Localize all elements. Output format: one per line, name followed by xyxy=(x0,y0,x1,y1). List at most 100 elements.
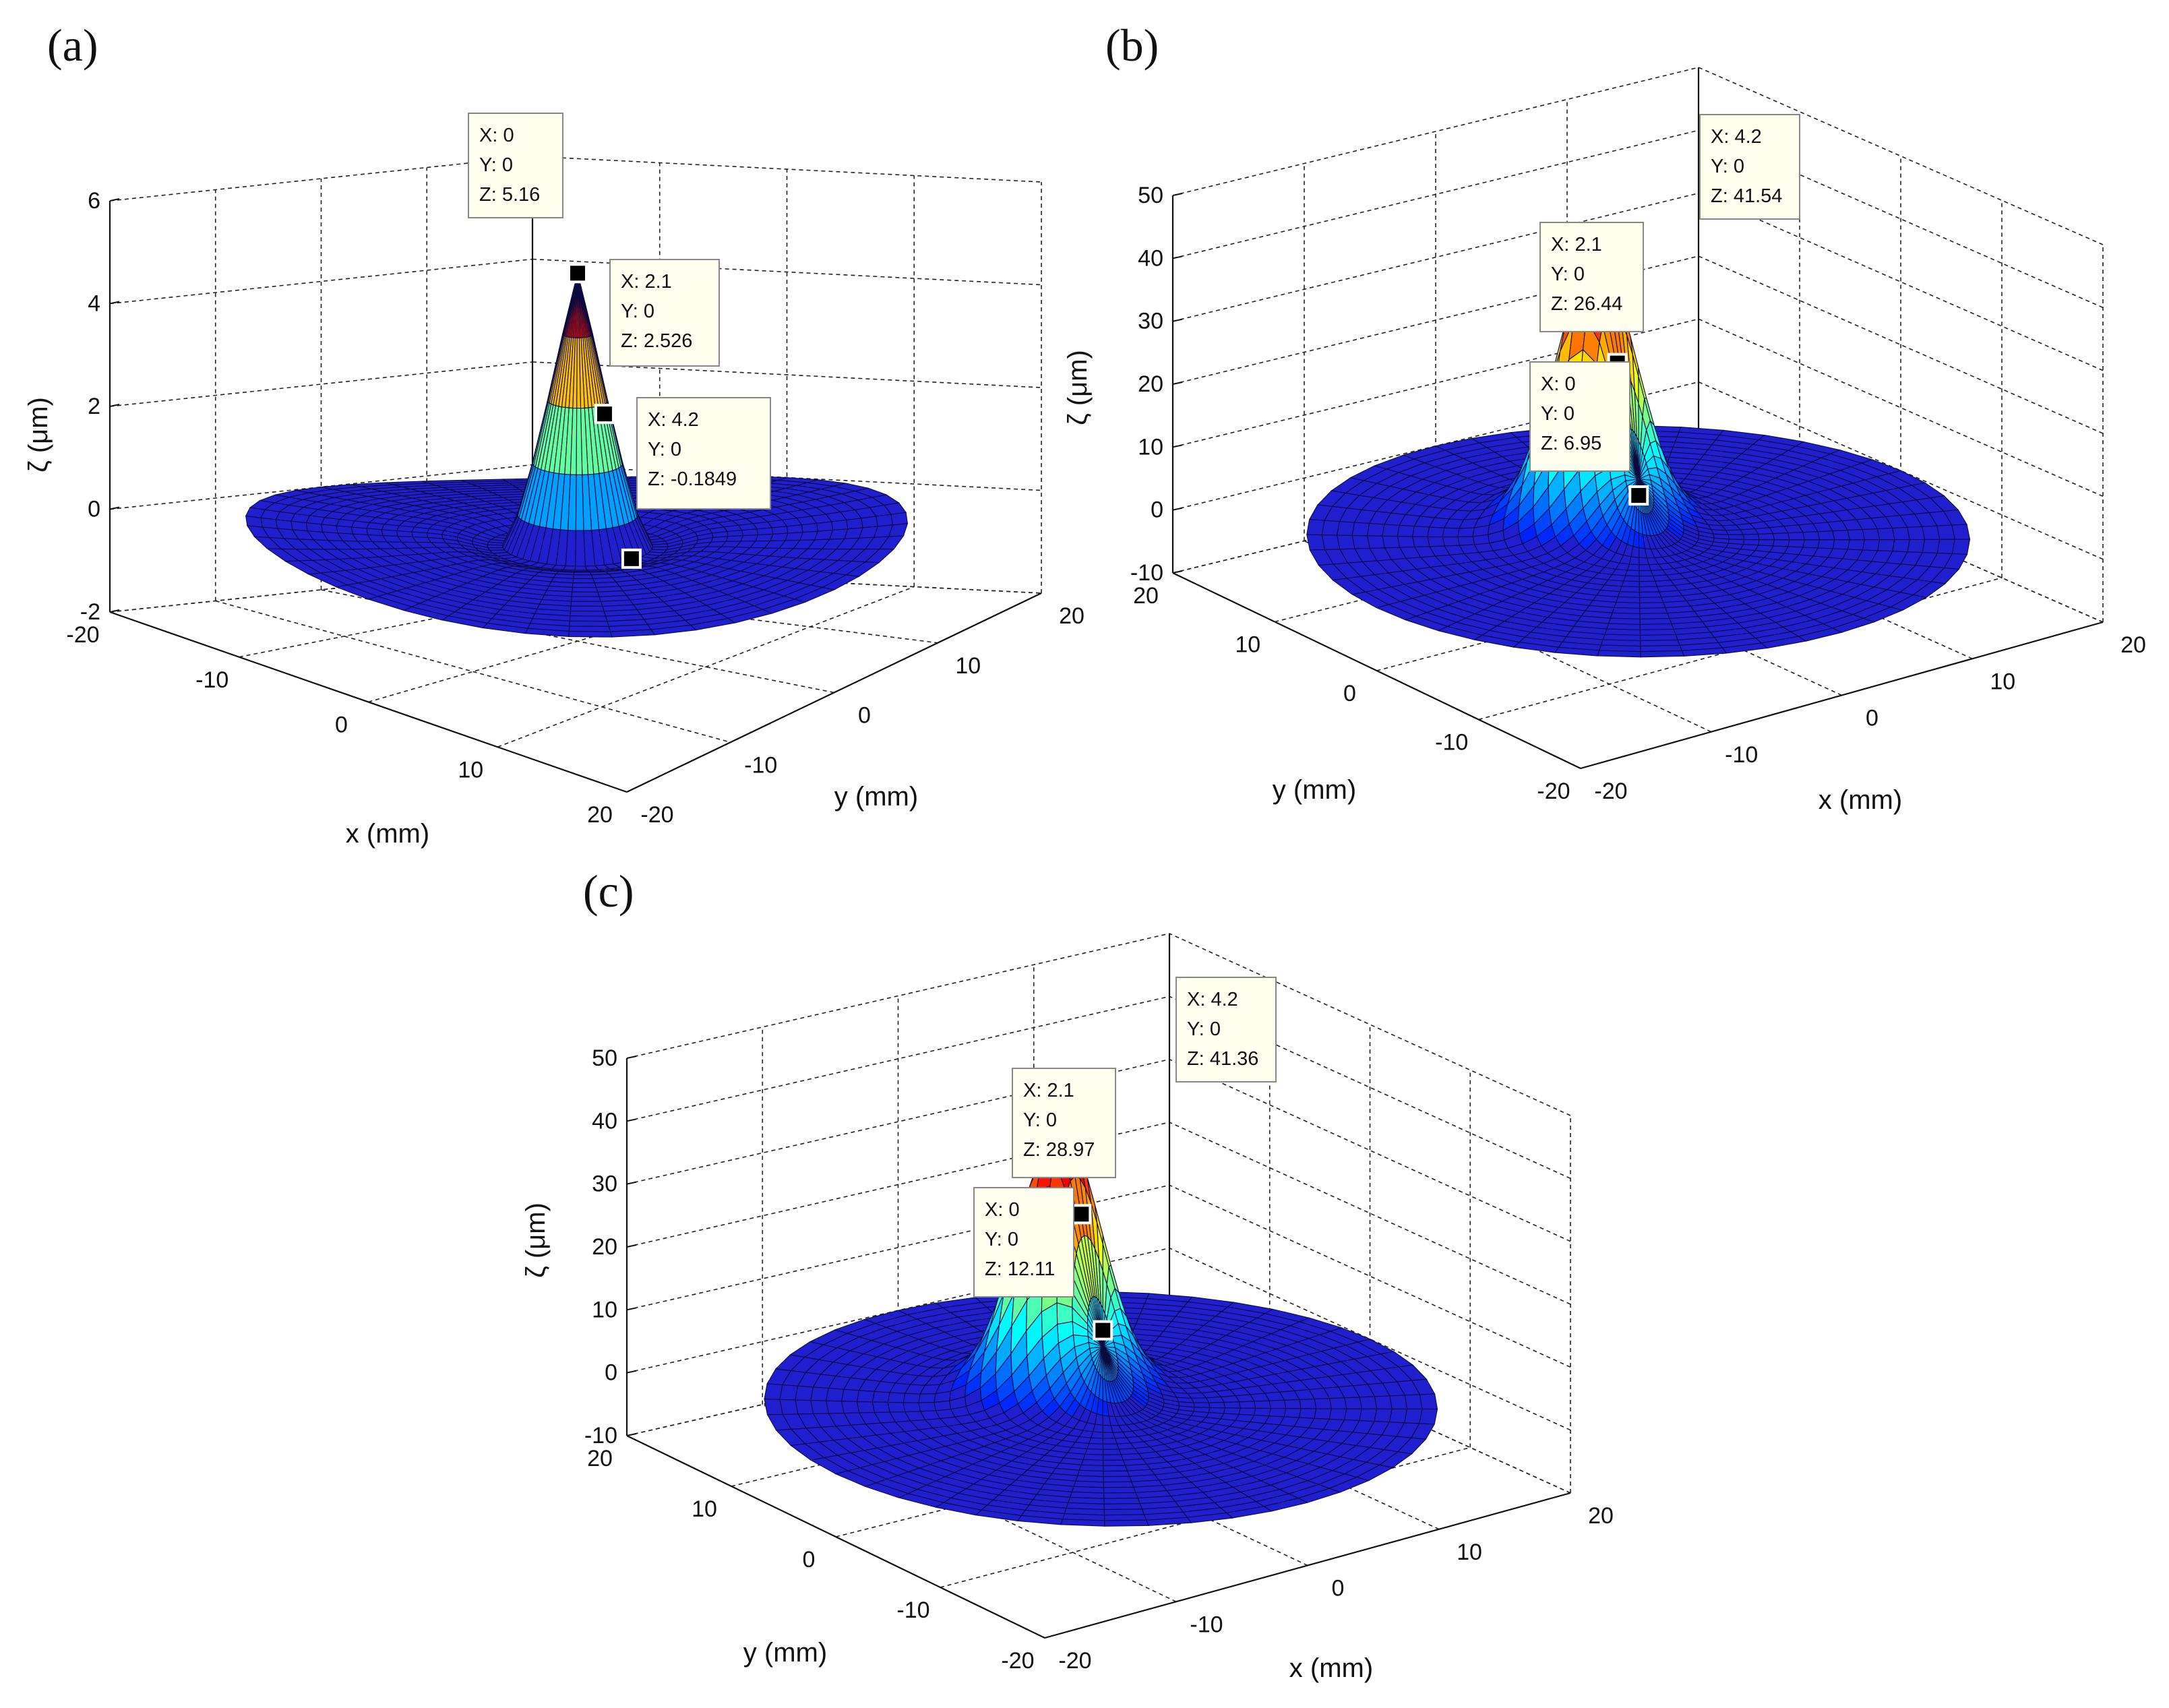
y-tick-label: 10 xyxy=(1457,1539,1482,1565)
y-tick-label: 10 xyxy=(1990,669,2015,694)
x-tick-label: -20 xyxy=(66,622,99,648)
datatips: X: 4.2 Y: 0 Z: 41.36 X: 2.1 Y: 0 Z: 28.97 X: 0… xyxy=(973,977,1277,1341)
x-tick-label: 0 xyxy=(1343,681,1356,706)
z-tick-label: 2 xyxy=(88,394,100,419)
y-tick-label: 0 xyxy=(1332,1576,1345,1602)
y-tick-label: 20 xyxy=(2120,632,2146,658)
datatip-line: X: 2.1 xyxy=(1023,1080,1074,1101)
datatip-line: Z: -0.1849 xyxy=(648,468,737,490)
datatip-marker[interactable] xyxy=(594,404,615,425)
datatip-line: X: 0 xyxy=(1541,373,1576,395)
x-tick-label: 20 xyxy=(1133,583,1159,609)
z-axis-label: ζ (μm) xyxy=(1063,350,1093,425)
datatip-box xyxy=(636,397,771,510)
datatip[interactable]: X: 2.1 Y: 0 Z: 26.44 xyxy=(1539,222,1644,373)
y-tick-label: 0 xyxy=(858,703,871,729)
x-tick-label: 10 xyxy=(1235,632,1260,658)
z-tick-label: 30 xyxy=(1138,309,1163,334)
datatip-line: X: 4.2 xyxy=(648,409,699,431)
z-tick-label: -10 xyxy=(584,1423,617,1448)
x-tick-label: 0 xyxy=(335,712,348,738)
datatip-marker[interactable] xyxy=(1071,1204,1092,1225)
datatip-marker[interactable] xyxy=(568,263,588,284)
datatip-line: X: 4.2 xyxy=(1711,126,1762,148)
z-axis-label: ζ (μm) xyxy=(521,1202,551,1278)
datatip-marker[interactable] xyxy=(621,548,642,569)
z-axis-label: ζ (μm) xyxy=(24,397,53,472)
x-tick-labels: -20 -10 0 10 20 xyxy=(587,1446,1034,1674)
z-tick-label: 50 xyxy=(1138,183,1163,208)
z-tick-label: 4 xyxy=(88,291,100,317)
datatip-marker[interactable] xyxy=(1628,485,1649,506)
y-tick-label: -10 xyxy=(1725,742,1758,768)
x-tick-label: -20 xyxy=(1537,779,1570,804)
datatip-line: X: 2.1 xyxy=(621,271,672,293)
y-tick-labels: -20 -10 0 10 20 xyxy=(640,603,1084,828)
datatip[interactable]: X: 0 Y: 0 Z: 5.16 xyxy=(468,113,588,284)
y-tick-label: 20 xyxy=(1588,1503,1614,1529)
datatip-line: Y: 0 xyxy=(621,301,654,322)
datatip-line: X: 2.1 xyxy=(1551,234,1602,255)
panel-label: (a) xyxy=(47,20,98,71)
datatip[interactable]: X: 0 Y: 0 Z: 6.95 xyxy=(1529,361,1649,506)
x-tick-label: 20 xyxy=(587,1446,613,1471)
datatip-line: Z: 6.95 xyxy=(1541,433,1601,454)
z-tick-label: 40 xyxy=(1138,245,1163,271)
datatip-line: Z: 2.526 xyxy=(621,330,692,352)
z-tick-label: 20 xyxy=(1138,371,1163,397)
y-axis-label: y (mm) xyxy=(834,782,918,812)
datatip-line: X: 0 xyxy=(985,1199,1020,1221)
datatip-line: Y: 0 xyxy=(648,439,681,460)
x-tick-label: 10 xyxy=(458,757,483,783)
datatip[interactable]: X: 0 Y: 0 Z: 12.11 xyxy=(973,1187,1113,1341)
z-tick-label: 6 xyxy=(88,188,100,214)
datatips: X: 4.2 Y: 0 Z: 41.54 X: 2.1 Y: 0 Z: 26.44 X: 0… xyxy=(1529,114,1800,506)
x-axis-label: x (mm) xyxy=(1289,1653,1373,1683)
z-tick-label: 10 xyxy=(592,1297,617,1322)
datatip-box xyxy=(1539,222,1644,332)
datatip[interactable]: X: 2.1 Y: 0 Z: 2.526 xyxy=(594,259,720,425)
y-tick-label: 10 xyxy=(955,653,981,679)
y-tick-labels: -20 -10 0 10 20 xyxy=(1058,1503,1613,1674)
datatip-line: Y: 0 xyxy=(1551,264,1585,285)
panel-label: (c) xyxy=(583,865,634,917)
x-axis-label: x (mm) xyxy=(346,819,429,849)
datatip-line: Z: 28.97 xyxy=(1023,1139,1095,1161)
z-tick-label: 50 xyxy=(592,1045,617,1071)
datatip-line: Y: 0 xyxy=(479,154,513,176)
z-tick-labels: -10 0 10 20 30 40 50 xyxy=(1130,183,1183,586)
y-tick-label: -10 xyxy=(744,752,777,778)
z-tick-label: 0 xyxy=(1151,497,1163,523)
datatip-line: Z: 41.36 xyxy=(1187,1048,1258,1070)
x-tick-label: -10 xyxy=(195,667,228,693)
datatip[interactable]: X: 4.2 Y: 0 Z: -0.1849 xyxy=(621,397,771,569)
datatips: X: 0 Y: 0 Z: 5.16 X: 2.1 Y: 0 Z: 2.526 X: 4.2 Y… xyxy=(468,113,771,569)
x-axis-label: x (mm) xyxy=(1819,785,1902,815)
y-tick-label: -20 xyxy=(640,802,673,828)
z-tick-label: 30 xyxy=(592,1171,617,1197)
datatip-line: Y: 0 xyxy=(1541,403,1575,425)
panel-b: (b) -10 0 10 20 30 40 50 -20 -10 0 10 20 -20 -10 0 10 20 x… xyxy=(1063,20,2146,815)
y-tick-label: -20 xyxy=(1058,1648,1091,1674)
datatip[interactable]: X: 2.1 Y: 0 Z: 28.97 xyxy=(1012,1068,1116,1225)
datatip[interactable]: X: 4.2 Y: 0 Z: 41.36 xyxy=(1049,977,1277,1136)
z-tick-labels: -2 0 2 4 6 xyxy=(80,188,120,625)
y-tick-label: 20 xyxy=(1059,603,1084,629)
datatip-line: Y: 0 xyxy=(1023,1109,1057,1131)
datatip-line: Y: 0 xyxy=(985,1229,1018,1250)
datatip-line: Z: 12.11 xyxy=(985,1258,1055,1280)
datatip[interactable]: X: 4.2 Y: 0 Z: 41.54 xyxy=(1585,114,1800,269)
x-tick-label: 0 xyxy=(803,1547,816,1573)
datatip-box xyxy=(973,1187,1074,1298)
datatip-line: Z: 5.16 xyxy=(479,184,540,206)
datatip-box xyxy=(1699,114,1800,220)
datatip-line: Z: 41.54 xyxy=(1711,185,1782,207)
y-axis-label: y (mm) xyxy=(743,1638,827,1668)
datatip-marker[interactable] xyxy=(1093,1320,1113,1341)
z-tick-labels: -10 0 10 20 30 40 50 xyxy=(584,1045,637,1448)
datatip-line: X: 4.2 xyxy=(1187,989,1238,1010)
panel-c: (c) -10 0 10 20 30 40 50 -20 -10 0 10 20 -20 -10 0 10 20 x… xyxy=(521,865,1614,1683)
x-tick-label: 10 xyxy=(692,1496,717,1522)
